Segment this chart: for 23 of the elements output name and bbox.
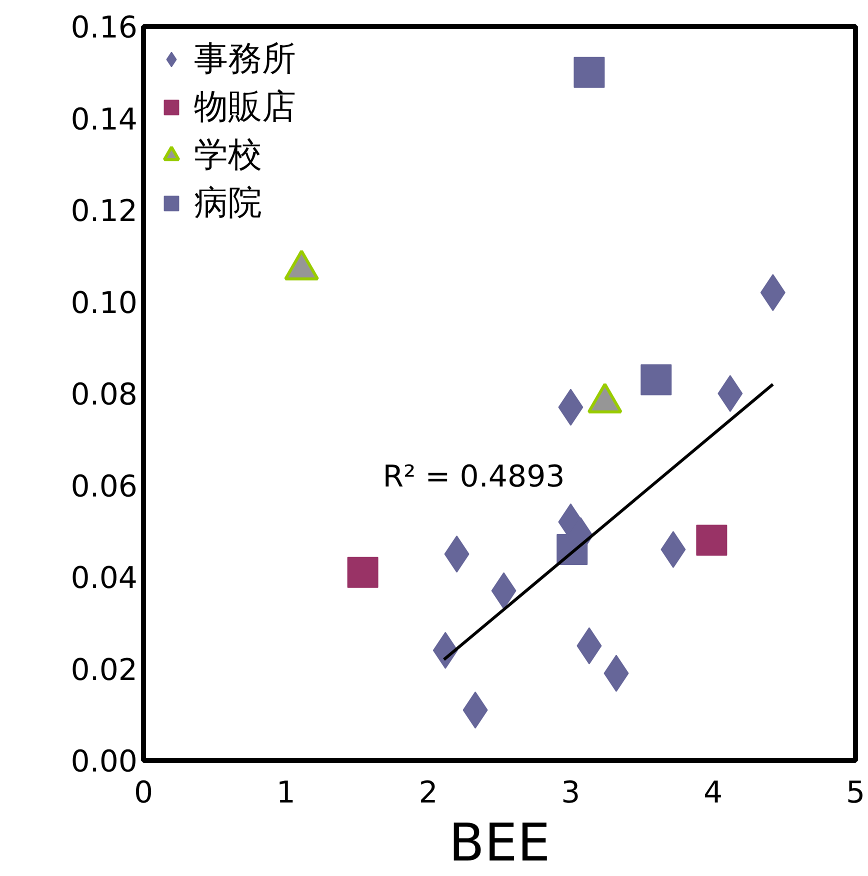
point [574, 56, 605, 88]
legend-label: 病院 [194, 182, 262, 225]
x-tick-label: 5 [846, 776, 866, 810]
y-tick-label: 0.16 [70, 10, 138, 46]
x-tick-label: 2 [418, 776, 438, 810]
y-tick-label: 0.12 [70, 194, 138, 229]
legend-label: 物販店 [194, 86, 296, 129]
y-tick-label: 0.08 [70, 378, 138, 412]
y-tick-label: 0.14 [70, 102, 138, 138]
legend-label: 学校 [194, 134, 262, 177]
y-tick-label: 0.04 [70, 561, 138, 596]
x-axis-title: BEE [448, 814, 550, 874]
x-tick-label: 4 [704, 776, 723, 810]
x-tick-label: 3 [561, 776, 580, 810]
point [696, 524, 728, 556]
point [347, 556, 378, 588]
annotation: R² = 0.4893 [382, 459, 565, 494]
y-tick-label: 0.06 [70, 469, 138, 504]
point [640, 364, 672, 396]
x-tick-label: 1 [276, 776, 296, 810]
y-tick-label: 0.10 [70, 286, 138, 321]
legend-label: 事務所 [194, 38, 296, 81]
y-tick-label: 0.02 [70, 652, 138, 688]
